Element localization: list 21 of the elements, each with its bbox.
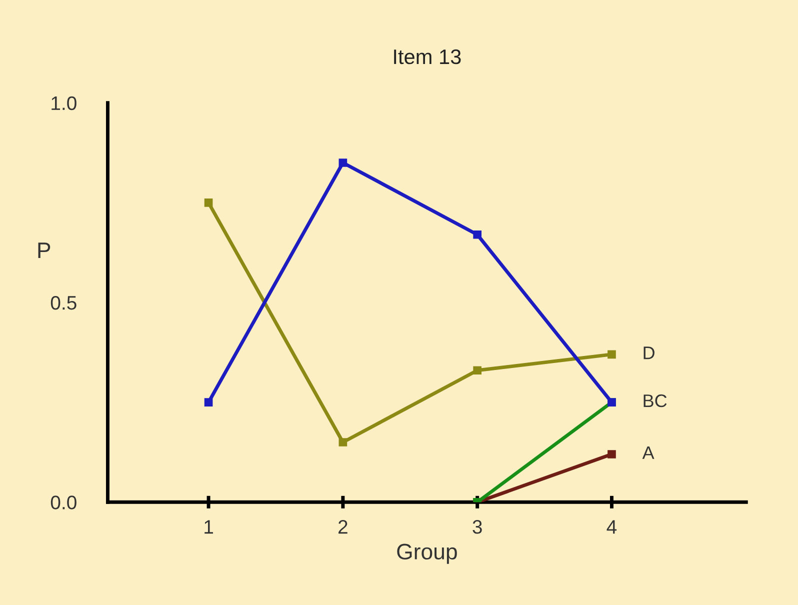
x-tick-label: 3 bbox=[472, 520, 482, 534]
annotation: BC bbox=[644, 394, 667, 408]
series-label: D bbox=[644, 346, 654, 360]
series-label: A bbox=[642, 446, 654, 459]
y-tick-label: 1.0 bbox=[52, 96, 76, 110]
y-axis-title: P bbox=[38, 242, 50, 258]
point bbox=[608, 350, 616, 359]
point bbox=[204, 198, 213, 207]
y-tick-label: 0.0 bbox=[50, 496, 76, 510]
x-tick-label: 4 bbox=[606, 520, 617, 534]
point bbox=[204, 398, 213, 406]
x-axis-title: Group bbox=[397, 544, 457, 564]
chart-title: Item 13 bbox=[394, 49, 461, 64]
x-tick-label: 2 bbox=[338, 520, 348, 534]
point bbox=[608, 450, 616, 458]
y-tick-label: 0.5 bbox=[50, 296, 76, 310]
point bbox=[473, 366, 482, 375]
point bbox=[338, 438, 348, 446]
point bbox=[338, 158, 348, 167]
x-tick-label: 1 bbox=[204, 520, 213, 534]
point bbox=[473, 230, 482, 239]
